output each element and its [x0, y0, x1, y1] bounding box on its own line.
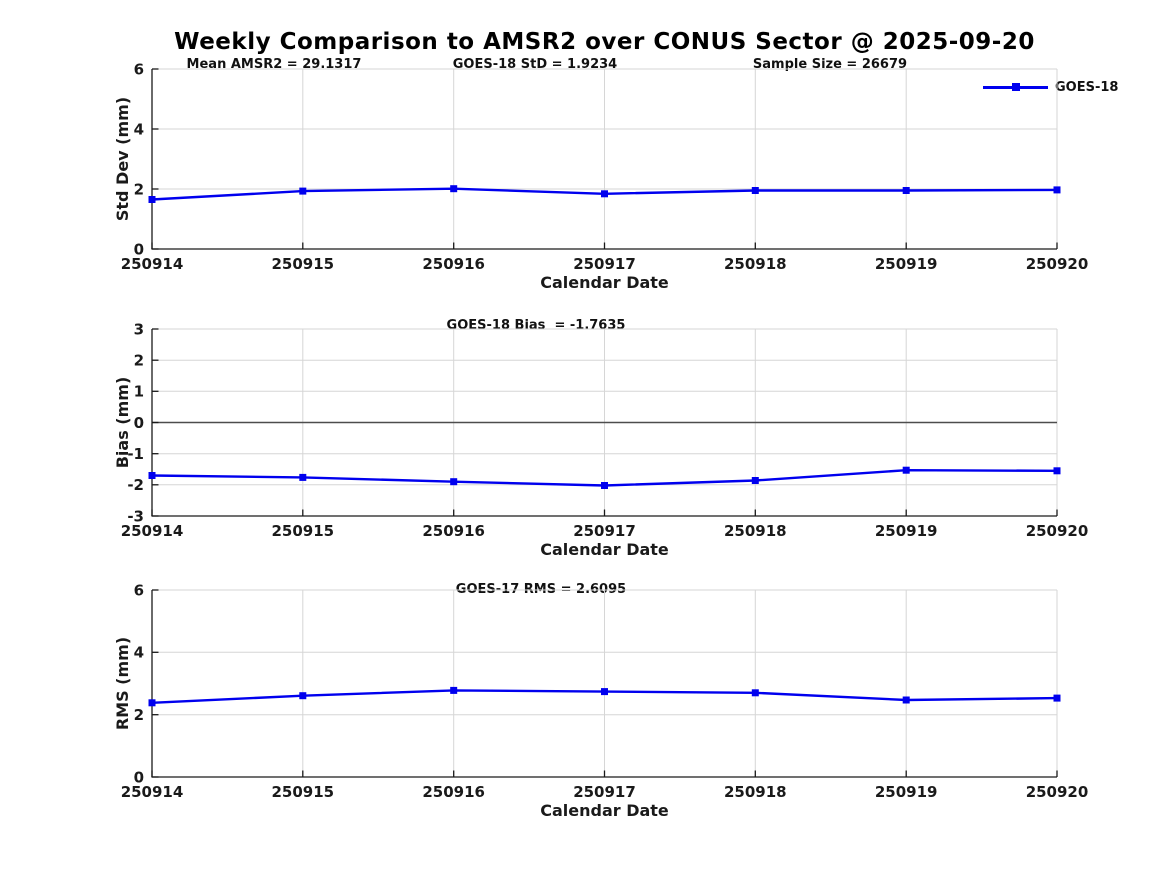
x-tick-label: 250918 [724, 522, 787, 540]
y-tick-label: 1 [134, 383, 144, 401]
data-point-marker [148, 472, 156, 479]
data-point-marker [601, 482, 608, 489]
y-tick-label: 2 [134, 706, 144, 724]
data-point-marker [450, 478, 458, 486]
y-tick-label: 0 [134, 414, 144, 432]
x-axis-title: Calendar Date [540, 540, 669, 559]
y-tick-label: -1 [127, 445, 144, 463]
y-axis-title: RMS (mm) [113, 637, 132, 730]
bias-plot: -3 -2 -1 0 1 2 3 250914 250915 250916 250917 250918… [113, 320, 1089, 559]
data-point-marker [751, 477, 759, 484]
x-tick-label: 250915 [271, 783, 334, 801]
y-tick-label: 2 [134, 352, 144, 370]
data-point-marker [902, 466, 910, 474]
x-tick-label: 250916 [422, 783, 485, 801]
data-point-marker [1053, 467, 1061, 475]
data-point-marker [299, 187, 307, 195]
data-point-marker [299, 473, 307, 481]
x-tick-label: 250915 [271, 522, 334, 540]
data-point-marker [450, 185, 458, 193]
legend: GOES-18 [983, 80, 1118, 95]
x-tick-label: 250919 [875, 255, 938, 273]
data-point-marker [299, 692, 307, 700]
data-point-marker [902, 696, 910, 704]
data-point-marker [751, 689, 759, 697]
y-tick-label: 6 [134, 60, 144, 78]
x-tick-label: 250915 [271, 255, 334, 273]
x-tick-label: 250919 [875, 783, 938, 801]
x-axis-title: Calendar Date [540, 801, 669, 820]
y-tick-label: -3 [127, 507, 144, 525]
x-tick-label: 250916 [422, 522, 485, 540]
y-tick-label: 2 [134, 180, 144, 198]
x-tick-label: 250920 [1026, 255, 1089, 273]
x-tick-label: 250917 [573, 522, 636, 540]
data-point-marker [450, 686, 458, 694]
x-tick-label: 250917 [573, 783, 636, 801]
data-point-marker [1053, 186, 1061, 194]
x-tick-label: 250917 [573, 255, 636, 273]
x-tick-label: 250920 [1026, 783, 1089, 801]
x-tick-label: 250918 [724, 783, 787, 801]
x-tick-label: 250914 [121, 522, 184, 540]
figure-title: Weekly Comparison to AMSR2 over CONUS Se… [174, 29, 1035, 55]
x-tick-label: 250914 [121, 783, 184, 801]
y-axis-title: Bias (mm) [113, 377, 132, 469]
data-point-marker [601, 190, 608, 198]
y-axis-title: Std Dev (mm) [113, 97, 132, 221]
annotation-goes18-std: GOES-18 StD = 1.9234 [452, 57, 618, 72]
data-point-marker [902, 187, 910, 194]
y-tick-label: 3 [134, 320, 144, 338]
y-tick-label: 4 [134, 644, 144, 662]
x-tick-label: 250914 [121, 255, 184, 273]
annotation-sample-size: Sample Size = 26679 [752, 57, 908, 72]
stddev-plot: 0 2 4 6 250914 250915 250916 250917 250918 250919… [113, 60, 1089, 292]
x-tick-label: 250920 [1026, 522, 1089, 540]
data-point-marker [601, 688, 608, 696]
x-tick-label: 250916 [422, 255, 485, 273]
x-axis-title: Calendar Date [540, 273, 669, 292]
y-tick-label: 4 [134, 120, 144, 138]
x-tick-label: 250919 [875, 522, 938, 540]
legend-label: GOES-18 [1055, 80, 1119, 95]
data-point-marker [751, 187, 759, 194]
data-point-marker [1053, 694, 1061, 702]
legend-series-line [983, 83, 1048, 92]
rms-plot: 0 2 4 6 250914 250915 250916 250917 250918 250919… [113, 581, 1089, 820]
legend-square-marker-icon [1012, 83, 1020, 92]
y-tick-label: -2 [127, 476, 144, 494]
data-point-marker [148, 699, 156, 707]
y-tick-label: 0 [134, 768, 144, 786]
y-tick-label: 0 [134, 240, 144, 258]
data-point-marker [148, 196, 156, 203]
y-tick-label: 6 [134, 581, 144, 599]
x-tick-label: 250918 [724, 255, 787, 273]
annotation-mean-amsr2: Mean AMSR2 = 29.1317 [186, 57, 362, 72]
